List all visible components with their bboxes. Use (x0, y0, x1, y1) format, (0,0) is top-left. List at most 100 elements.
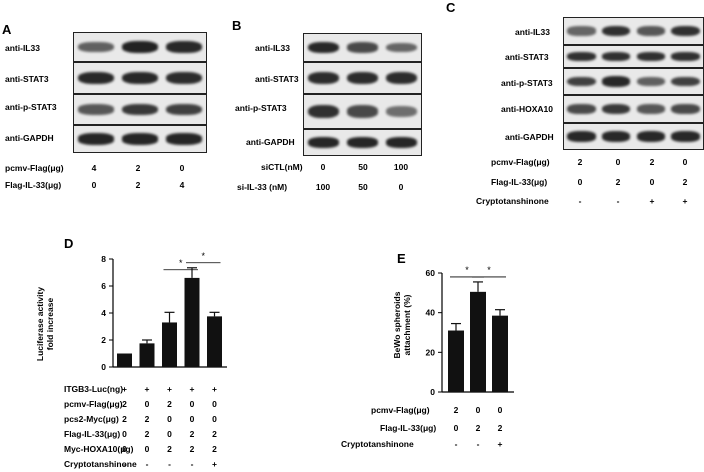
blot-band (636, 131, 666, 142)
row-label-e-1: Flag-IL-33(μg) (380, 423, 437, 433)
row-value-c-1-2: 0 (649, 177, 655, 187)
blot-strip-c-0 (563, 17, 704, 45)
panel-d-row-5-value-1: - (145, 459, 149, 469)
row-label-e-0: pcmv-Flag(μg) (371, 405, 430, 415)
panel-d-row-3-value-4: 2 (212, 429, 217, 439)
blot-band (567, 103, 596, 115)
blot-label-c-4: anti-GAPDH (505, 132, 554, 142)
panel-e-y-tick-label: 60 (426, 268, 436, 278)
panel-d-bar (184, 277, 200, 367)
row-value-b-0-0: 0 (320, 162, 326, 172)
blot-strip-b-0 (303, 33, 422, 62)
panel-e-bar (448, 330, 464, 392)
row-label-d-1: pcmv-Flag(μg) (64, 399, 123, 409)
panel-d-bar (139, 343, 155, 367)
panel-e-row-1-value-0: 0 (453, 423, 459, 433)
panel-d-row-1-value-1: 0 (144, 399, 150, 409)
panel-d-row-2-value-0: 2 (122, 414, 127, 424)
blot-label-a-3: anti-GAPDH (5, 133, 54, 143)
blot-band (346, 137, 379, 148)
row-label-b-0: siCTL(nM) (261, 162, 303, 172)
blot-band (77, 104, 115, 115)
row-label-d-0: ITGB3-Luc(ng) (64, 384, 124, 394)
blot-label-a-2: anti-p-STAT3 (5, 102, 57, 112)
blot-band (636, 77, 666, 86)
panel-d-y-tick-label: 8 (101, 254, 106, 264)
blot-band (385, 71, 418, 85)
panel-letter-d: D (64, 236, 74, 251)
row-value-a-1-2: 4 (179, 180, 185, 190)
row-label-c-0: pcmv-Flag(μg) (491, 157, 550, 167)
row-label-a-0: pcmv-Flag(μg) (5, 163, 64, 173)
blot-strip-a-2 (73, 94, 207, 125)
panel-letter-c: C (446, 0, 456, 15)
row-value-c-1-1: 2 (615, 177, 621, 187)
panel-d-significance-star: * (179, 258, 183, 268)
panel-e-significance-star: * (487, 265, 491, 275)
blot-band (567, 76, 596, 87)
row-value-c-0-3: 0 (682, 157, 688, 167)
blot-strip-b-2 (303, 94, 422, 129)
row-value-a-1-0: 0 (91, 180, 97, 190)
row-label-a-1: Flag-IL-33(μg) (5, 180, 62, 190)
panel-d-y-tick-label: 6 (101, 281, 106, 291)
panel-d-row-5-value-2: - (168, 459, 171, 469)
row-label-c-2: Cryptotanshinone (476, 196, 549, 206)
panel-d-bar (162, 322, 177, 367)
panel-e-row-2-value-0: - (454, 439, 458, 449)
panel-d-row-4-value-0: 0 (122, 444, 127, 454)
blot-strip-a-3 (73, 125, 207, 153)
blot-strip-c-1 (563, 45, 704, 68)
row-value-b-1-0: 100 (315, 182, 331, 192)
blot-band (601, 25, 631, 37)
row-value-a-1-1: 2 (135, 180, 141, 190)
blot-band (121, 71, 159, 85)
panel-d-y-tick-label: 4 (101, 308, 106, 318)
row-value-c-0-0: 2 (577, 157, 583, 167)
row-value-c-2-2: + (649, 196, 655, 206)
panel-letter-e: E (397, 251, 406, 266)
blot-band (567, 52, 596, 61)
blot-band (77, 133, 115, 145)
panel-d-significance-star: * (201, 251, 205, 261)
panel-d-row-5-value-4: + (212, 459, 217, 469)
panel-d-row-4-value-2: 2 (167, 444, 172, 454)
panel-e-row-0-value-2: 0 (497, 405, 503, 415)
blot-band (671, 25, 700, 37)
row-value-c-2-3: + (682, 196, 688, 206)
panel-d-row-0-value-2: + (167, 384, 172, 394)
panel-e-y-tick-label: 40 (426, 308, 436, 318)
row-value-c-0-1: 0 (615, 157, 621, 167)
panel-e-row-0-value-0: 2 (453, 405, 459, 415)
blot-band (346, 71, 379, 85)
blot-band (307, 104, 340, 119)
panel-letter-b: B (232, 18, 242, 33)
blot-band (165, 133, 203, 145)
panel-e-bar (492, 315, 508, 392)
blot-band (671, 52, 700, 61)
blot-band (671, 103, 700, 115)
blot-band (385, 105, 418, 118)
panel-d-row-0-value-3: + (189, 384, 195, 394)
panel-e-y-tick-label: 20 (426, 347, 436, 357)
panel-d-y-tick-label: 0 (101, 362, 106, 372)
row-value-c-2-0: - (578, 196, 582, 206)
panel-d-row-0-value-0: + (122, 384, 127, 394)
panel-d-row-4-value-3: 2 (189, 444, 195, 454)
row-value-b-1-1: 50 (358, 182, 368, 192)
row-value-a-0-1: 2 (135, 163, 141, 173)
blot-band (307, 41, 340, 54)
blot-band (601, 103, 631, 115)
blot-strip-b-3 (303, 129, 422, 156)
panel-d-row-3-value-0: 0 (122, 429, 127, 439)
panel-d-row-3-value-1: 2 (144, 429, 150, 439)
panel-d-row-1-value-4: 0 (212, 399, 217, 409)
blot-label-c-0: anti-IL33 (515, 27, 550, 37)
blot-strip-b-1 (303, 62, 422, 94)
blot-band (121, 133, 159, 145)
panel-e-row-1-value-2: 2 (497, 423, 503, 433)
blot-band (567, 131, 596, 142)
panel-e-row-2-value-1: - (476, 439, 480, 449)
